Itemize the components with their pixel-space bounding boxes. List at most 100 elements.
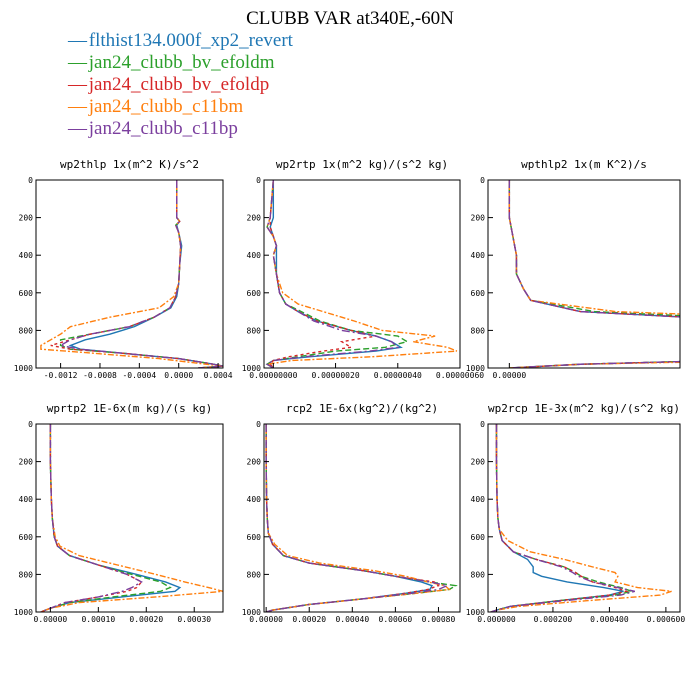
x-tick-label: 0.00020 xyxy=(292,615,326,624)
legend-label: flthist134.000f_xp2_revert xyxy=(88,30,293,51)
series-line-2 xyxy=(508,180,680,368)
series-line-1 xyxy=(68,180,223,368)
series-line-5 xyxy=(265,424,450,612)
y-tick-label: 1000 xyxy=(466,364,485,373)
legend-item: — jan24_clubb_bv_efoldm xyxy=(68,52,293,74)
series-line-5 xyxy=(508,180,680,368)
y-tick-label: 1000 xyxy=(14,608,33,617)
legend-label: jan24_clubb_bv_efoldm xyxy=(88,52,275,73)
x-tick-label: 0.00000000 xyxy=(249,371,297,380)
y-tick-label: 200 xyxy=(247,458,262,467)
y-tick-label: 1000 xyxy=(242,364,261,373)
x-tick-label: 0.00000060 xyxy=(436,371,484,380)
y-tick-label: 1000 xyxy=(466,608,485,617)
y-tick-label: 0 xyxy=(28,420,33,429)
x-tick-label: 0.00000020 xyxy=(311,371,359,380)
legend-dash: — xyxy=(68,74,87,95)
series-line-3 xyxy=(508,180,680,368)
legend-dash: — xyxy=(68,30,87,51)
x-tick-label: 0.000400 xyxy=(590,615,629,624)
legend-label: jan24_clubb_c11bp xyxy=(88,118,238,139)
y-tick-label: 0 xyxy=(28,176,33,185)
series-line-5 xyxy=(265,180,400,368)
panel-title: wp2rcp 1E-3x(m^2 kg)/(s^2 kg) xyxy=(488,402,680,415)
y-tick-label: 0 xyxy=(256,176,261,185)
series-line-4 xyxy=(490,424,672,612)
y-tick-label: 600 xyxy=(19,289,34,298)
y-tick-label: 400 xyxy=(247,495,262,504)
y-tick-label: 800 xyxy=(247,570,262,579)
panel-title: wprtp2 1E-6x(m kg)/(s kg) xyxy=(47,402,213,415)
series-line-4 xyxy=(265,424,451,612)
y-tick-label: 800 xyxy=(471,326,486,335)
plot-frame xyxy=(35,423,224,613)
x-tick-label: -0.0008 xyxy=(83,371,117,380)
x-tick-label: 0.00000 xyxy=(492,371,526,380)
panel-title: rcp2 1E-6x(kg^2)/(kg^2) xyxy=(286,402,438,415)
y-tick-label: 1000 xyxy=(242,608,261,617)
y-tick-label: 800 xyxy=(471,570,486,579)
x-tick-label: 0.0000 xyxy=(164,371,193,380)
y-tick-label: 200 xyxy=(19,214,34,223)
x-tick-label: 0.00000 xyxy=(249,615,283,624)
series-line-2 xyxy=(40,424,172,612)
panel-title: wp2thlp 1x(m^2 K)/s^2 xyxy=(60,158,199,171)
legend-item: — jan24_clubb_bv_efoldp xyxy=(68,74,293,96)
legend-label: jan24_clubb_c11bm xyxy=(88,96,244,117)
y-tick-label: 800 xyxy=(19,326,34,335)
page-title: CLUBB VAR at340E,-60N xyxy=(246,8,454,29)
series-line-5 xyxy=(40,424,143,612)
legend-item: — jan24_clubb_c11bp xyxy=(68,118,293,140)
x-tick-label: 0.000200 xyxy=(534,615,573,624)
x-tick-label: 0.00010 xyxy=(81,615,115,624)
x-tick-label: 0.00080 xyxy=(422,615,456,624)
y-tick-label: 400 xyxy=(471,251,486,260)
x-tick-label: 0.00060 xyxy=(379,615,413,624)
x-tick-label: 0.00040 xyxy=(335,615,369,624)
series-line-4 xyxy=(265,180,458,368)
x-tick-label: -0.0012 xyxy=(44,371,78,380)
x-tick-label: 0.00030 xyxy=(177,615,211,624)
y-tick-label: 400 xyxy=(247,251,262,260)
legend-dash: — xyxy=(68,118,87,139)
x-tick-label: 0.0004 xyxy=(204,371,233,380)
legend-item: — jan24_clubb_c11bm xyxy=(68,96,293,118)
y-tick-label: 200 xyxy=(19,458,34,467)
plot-frame xyxy=(263,179,461,369)
series-line-3 xyxy=(269,180,377,368)
plot-frame xyxy=(35,179,224,369)
y-tick-label: 400 xyxy=(471,495,486,504)
series-line-4 xyxy=(40,424,223,612)
y-tick-label: 1000 xyxy=(14,364,33,373)
legend-label: jan24_clubb_bv_efoldp xyxy=(88,74,270,95)
y-tick-label: 800 xyxy=(19,570,34,579)
plot-frame xyxy=(487,179,681,369)
x-tick-label: 0.000600 xyxy=(647,615,686,624)
series-line-5 xyxy=(490,424,636,612)
series-line-3 xyxy=(490,424,629,612)
y-tick-label: 200 xyxy=(471,214,486,223)
legend-item: — flthist134.000f_xp2_revert xyxy=(68,30,293,52)
series-line-1 xyxy=(265,180,403,368)
legend-dash: — xyxy=(68,52,87,73)
series-line-5 xyxy=(58,180,223,368)
legend-dash: — xyxy=(68,96,87,117)
plot-frame xyxy=(263,423,461,613)
y-tick-label: 800 xyxy=(247,326,262,335)
panel-title: wp2rtp 1x(m^2 kg)/(s^2 kg) xyxy=(276,158,448,171)
plot-frame xyxy=(487,423,681,613)
series-line-1 xyxy=(508,180,680,368)
y-tick-label: 0 xyxy=(256,420,261,429)
y-tick-label: 200 xyxy=(247,214,262,223)
y-tick-label: 400 xyxy=(19,495,34,504)
y-tick-label: 600 xyxy=(471,289,486,298)
y-tick-label: 600 xyxy=(247,289,262,298)
x-tick-label: -0.0004 xyxy=(122,371,156,380)
x-tick-label: 0.00000 xyxy=(34,615,68,624)
y-tick-label: 600 xyxy=(247,533,262,542)
y-tick-label: 0 xyxy=(480,176,485,185)
series-line-3 xyxy=(265,424,440,612)
y-tick-label: 600 xyxy=(19,533,34,542)
series-line-1 xyxy=(40,424,182,612)
